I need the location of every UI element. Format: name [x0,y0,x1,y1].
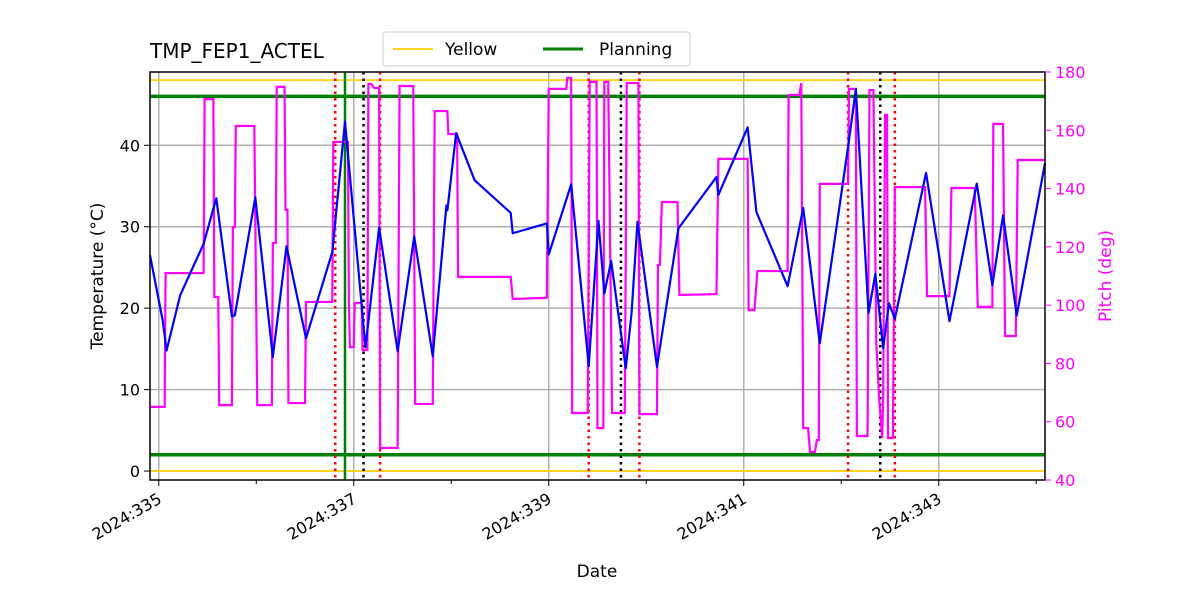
y2-tick-label: 40 [1055,471,1075,490]
legend: Yellow Planning [382,31,691,67]
temperature-series-line [148,88,1047,370]
x-tick-label: 2024:341 [674,489,750,544]
y-tick-label: 20 [120,299,140,318]
y2-tick-label: 80 [1055,354,1075,373]
chart-title: TMP_FEP1_ACTEL [149,39,325,63]
plot-frame [149,71,1046,481]
x-tick-label: 2024:339 [479,489,555,544]
y-axis-label: Temperature (°C) [88,203,108,351]
y2-tick-label: 120 [1055,238,1086,257]
y2-tick-label: 100 [1055,296,1086,315]
legend-label-yellow: Yellow [444,40,497,60]
y-tick-label: 10 [120,381,140,400]
y-tick-label: 40 [120,136,140,155]
y2-tick-label: 160 [1055,121,1086,140]
y-tick-label: 30 [120,218,140,237]
legend-box [382,31,691,67]
series [148,76,1047,454]
x-tick-label: 2024:335 [89,489,165,544]
x-tick-label: 2024:337 [284,489,360,544]
y2-axis-label: Pitch (deg) [1096,230,1116,322]
legend-label-planning: Planning [599,40,672,60]
y-tick-label: 0 [130,462,140,481]
y2-tick-label: 180 [1055,63,1086,82]
y2-tick-label: 60 [1055,413,1075,432]
x-tick-label: 2024:343 [869,489,945,544]
x-axis-label: Date [577,562,618,582]
y2-tick-label: 140 [1055,180,1086,199]
